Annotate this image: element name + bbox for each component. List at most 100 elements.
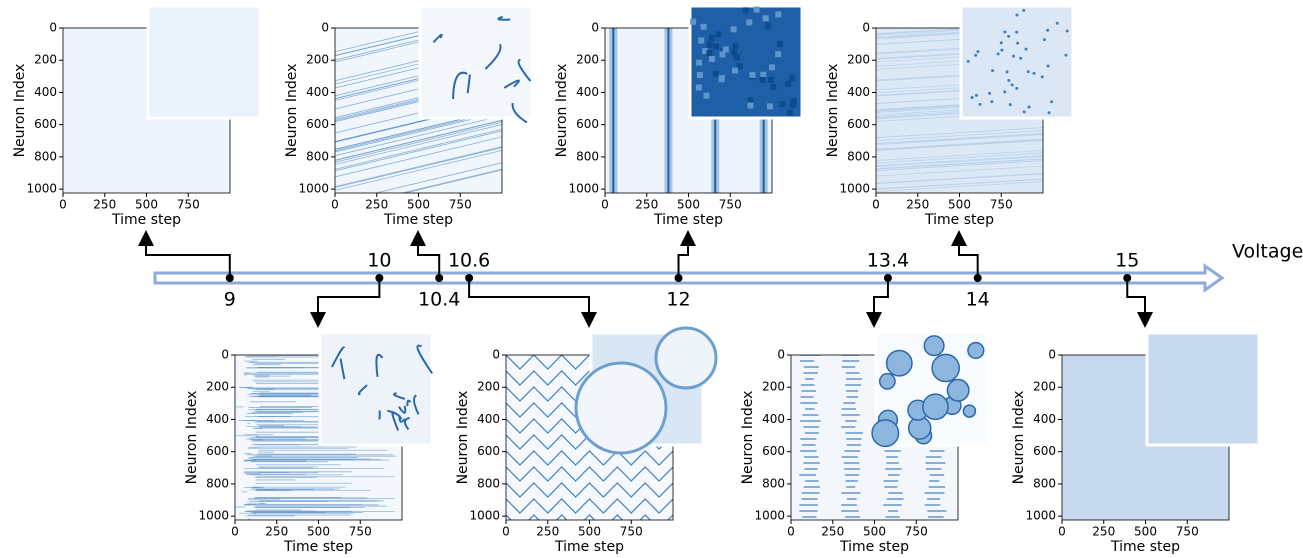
y-tick-label: 0: [591, 21, 599, 35]
y-tick-label: 1000: [198, 509, 229, 523]
streak: [876, 133, 1043, 144]
x-tick-label: 0: [231, 525, 239, 539]
zigzag: [506, 498, 673, 514]
patch: [696, 72, 703, 79]
voltage-marker: [674, 274, 683, 282]
panel: 0 250 500 750 0 200 400 600 800 1000 Time step Neur…: [12, 4, 262, 228]
streak: [374, 162, 502, 193]
inset: [959, 4, 1075, 120]
patch: [789, 75, 796, 82]
y-tick-label: 800: [34, 149, 57, 163]
voltage-label: 10: [367, 250, 391, 272]
streak: [400, 168, 502, 193]
patch: [733, 54, 740, 61]
streak: [876, 158, 1043, 170]
x-axis-label: Time step: [383, 212, 453, 228]
x-tick-label: 500: [578, 525, 601, 539]
x-axis-label: Time step: [111, 212, 181, 228]
y-tick-label: 1000: [298, 182, 329, 196]
connector: [677, 230, 696, 278]
panel: 0 250 500 750 0 200 400 600 800 1000 Time step Neur…: [825, 4, 1075, 228]
dot: [1046, 28, 1050, 32]
x-tick-label: 0: [872, 198, 880, 212]
dot: [1015, 13, 1019, 17]
streak: [335, 147, 502, 188]
patch: [760, 71, 767, 78]
voltage-axis: [153, 263, 1225, 293]
blob: [967, 341, 985, 360]
voltage-marker: [1123, 274, 1132, 282]
patch: [790, 98, 797, 105]
y-tick-label: 0: [221, 348, 229, 362]
streak: [876, 165, 1043, 177]
panel: 0 250 500 750 0 200 400 600 800 1000 Time step Neur…: [284, 4, 534, 228]
y-tick-label: 1000: [754, 509, 785, 523]
x-tick-label: 500: [135, 198, 158, 212]
y-tick-label: 1000: [1025, 509, 1056, 523]
y-tick-label: 600: [477, 444, 500, 458]
patch: [789, 102, 796, 109]
dot: [976, 50, 980, 54]
y-tick-label: 800: [306, 149, 329, 163]
y-axis-label: Neuron Index: [825, 64, 841, 158]
y-tick-label: 0: [862, 21, 870, 35]
dot: [990, 100, 994, 104]
voltage-label: 13.4: [867, 250, 909, 272]
y-tick-label: 1000: [26, 182, 57, 196]
streak: [335, 128, 502, 170]
dot: [1050, 100, 1054, 104]
y-tick-label: 0: [321, 21, 329, 35]
patch: [747, 97, 754, 104]
y-axis-label: Neuron Index: [1011, 391, 1027, 485]
streak: [876, 156, 1043, 167]
y-tick-label: 600: [34, 117, 57, 131]
zigzag: [506, 514, 673, 520]
patch: [765, 22, 772, 29]
patch: [770, 83, 777, 90]
streak: [876, 150, 1043, 161]
y-tick-label: 1000: [469, 509, 500, 523]
x-tick-label: 0: [502, 525, 510, 539]
inset-texture: [574, 326, 718, 455]
y-tick-label: 800: [847, 149, 870, 163]
dot: [1005, 70, 1009, 74]
streak: [403, 169, 502, 193]
patch: [708, 56, 715, 63]
connector: [310, 278, 381, 328]
y-axis-label: Neuron Index: [740, 391, 756, 485]
heatmap-texture: [235, 355, 402, 520]
y-axis-label: Neuron Index: [184, 391, 200, 485]
dot: [999, 41, 1003, 45]
y-tick-label: 200: [576, 53, 599, 67]
y-tick-label: 800: [762, 476, 785, 490]
y-tick-label: 800: [206, 476, 229, 490]
y-axis-label: Neuron Index: [284, 64, 300, 158]
dot: [1016, 41, 1020, 45]
patch: [775, 51, 782, 58]
voltage-marker: [883, 274, 892, 282]
dot: [1026, 70, 1030, 74]
patch: [695, 84, 702, 91]
voltage-label: 10.6: [448, 250, 490, 272]
pattern-curve: [387, 409, 403, 420]
x-tick-label: 250: [906, 198, 929, 212]
y-tick-label: 200: [477, 380, 500, 394]
streak: [335, 136, 502, 178]
y-tick-label: 0: [49, 21, 57, 35]
inset: [1145, 331, 1261, 447]
x-axis-label: Time step: [839, 539, 909, 555]
inset: [418, 4, 534, 120]
patch: [703, 92, 710, 99]
dot: [966, 59, 970, 63]
pattern-curve: [466, 74, 471, 94]
patch: [769, 64, 776, 71]
dot: [1010, 83, 1014, 87]
x-tick-label: 0: [331, 198, 339, 212]
dot: [1015, 30, 1019, 34]
dot: [1019, 56, 1023, 60]
patch: [718, 75, 725, 82]
patch: [706, 41, 713, 48]
patch: [732, 43, 739, 50]
dot: [1022, 8, 1026, 12]
connector: [866, 278, 889, 328]
